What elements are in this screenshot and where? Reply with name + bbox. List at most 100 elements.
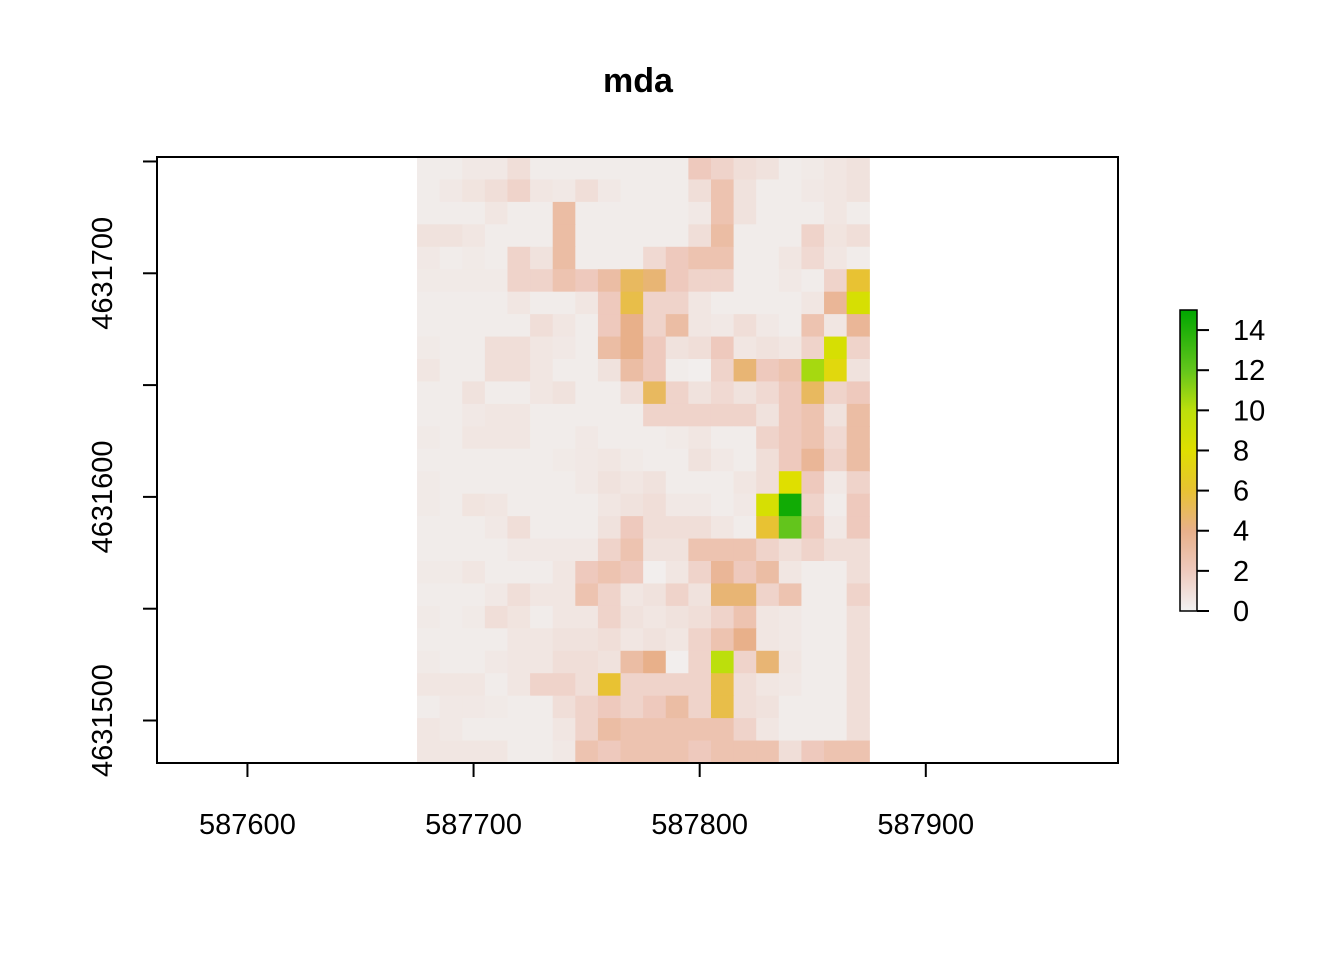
raster-cell — [643, 650, 667, 674]
raster-cell — [688, 403, 712, 427]
colorbar-tick-label: 4 — [1233, 516, 1249, 548]
raster-cell — [778, 426, 803, 450]
raster-cell — [824, 740, 848, 764]
raster-cell — [507, 179, 531, 203]
raster-cell — [710, 179, 735, 203]
raster-cell — [439, 538, 463, 562]
raster-cell — [462, 583, 486, 607]
raster-cell — [507, 291, 531, 315]
raster-cell — [417, 740, 441, 764]
raster-cell — [688, 561, 712, 585]
raster-cell — [756, 403, 780, 427]
raster-cell — [824, 493, 848, 517]
raster-cell — [462, 605, 486, 629]
raster-cell — [417, 179, 441, 203]
raster-cell — [801, 359, 825, 383]
raster-cell — [462, 359, 486, 383]
raster-cell — [643, 381, 667, 405]
raster-cell — [575, 179, 599, 203]
raster-cell — [643, 673, 667, 697]
raster-cell — [688, 157, 712, 181]
colorbar-tick-label: 0 — [1233, 596, 1249, 628]
raster-cell — [643, 561, 667, 585]
colorbar-tick-label: 10 — [1233, 395, 1265, 427]
raster-cell — [484, 718, 509, 742]
raster-cell — [710, 605, 735, 629]
raster-cell — [552, 471, 576, 495]
raster-cell — [643, 224, 667, 248]
raster-cell — [688, 650, 712, 674]
raster-cell — [778, 224, 803, 248]
raster-cell — [507, 314, 531, 338]
raster-cell — [507, 628, 531, 652]
raster-cell — [530, 538, 554, 562]
raster-cell — [846, 426, 870, 450]
raster-cell — [665, 718, 689, 742]
raster-cell — [552, 157, 576, 181]
raster-cell — [778, 538, 803, 562]
raster-cell — [824, 628, 848, 652]
raster-cell — [484, 403, 509, 427]
raster-cell — [507, 246, 531, 270]
raster-cell — [439, 493, 463, 517]
raster-cell — [801, 471, 825, 495]
raster-cell — [643, 516, 667, 540]
raster-cell — [778, 561, 803, 585]
raster-cell — [575, 516, 599, 540]
raster-cell — [688, 740, 712, 764]
raster-cell — [575, 224, 599, 248]
raster-cell — [620, 359, 644, 383]
raster-cell — [597, 538, 622, 562]
raster-cell — [417, 269, 441, 293]
raster-cell — [710, 246, 735, 270]
raster-cell — [643, 246, 667, 270]
raster-cell — [484, 201, 509, 225]
raster-cell — [824, 336, 848, 360]
raster-cell — [597, 403, 622, 427]
raster-cell — [417, 493, 441, 517]
raster-cell — [824, 381, 848, 405]
raster-cell — [824, 583, 848, 607]
raster-cell — [439, 201, 463, 225]
raster-cell — [643, 583, 667, 607]
raster-cell — [484, 224, 509, 248]
raster-cell — [484, 448, 509, 472]
raster-cell — [439, 673, 463, 697]
raster-cell — [597, 359, 622, 383]
raster-cell — [688, 201, 712, 225]
raster-cell — [778, 740, 803, 764]
x-tick-label: 587700 — [425, 809, 522, 841]
raster-cell — [824, 179, 848, 203]
raster-cell — [778, 583, 803, 607]
raster-cell — [507, 336, 531, 360]
raster-cell — [597, 269, 622, 293]
raster-cell — [824, 403, 848, 427]
raster-cell — [597, 673, 622, 697]
raster-cell — [801, 583, 825, 607]
raster-cell — [530, 673, 554, 697]
raster-cell — [552, 740, 576, 764]
raster-cell — [597, 381, 622, 405]
raster-cell — [733, 493, 757, 517]
raster-cell — [801, 448, 825, 472]
x-tick-label: 587600 — [199, 809, 296, 841]
raster-cell — [778, 673, 803, 697]
raster-cell — [597, 740, 622, 764]
raster-cell — [507, 673, 531, 697]
raster-cell — [462, 403, 486, 427]
raster-cell — [778, 201, 803, 225]
raster-cell — [575, 583, 599, 607]
raster-cell — [688, 336, 712, 360]
raster-cell — [688, 179, 712, 203]
raster-cell — [756, 583, 780, 607]
raster-cell — [846, 561, 870, 585]
raster-cell — [733, 246, 757, 270]
raster-cell — [665, 448, 689, 472]
raster-cell — [733, 224, 757, 248]
raster-cell — [439, 448, 463, 472]
raster-cell — [710, 269, 735, 293]
raster-cell — [778, 403, 803, 427]
raster-cell — [507, 740, 531, 764]
raster-cell — [688, 359, 712, 383]
raster-cell — [846, 673, 870, 697]
